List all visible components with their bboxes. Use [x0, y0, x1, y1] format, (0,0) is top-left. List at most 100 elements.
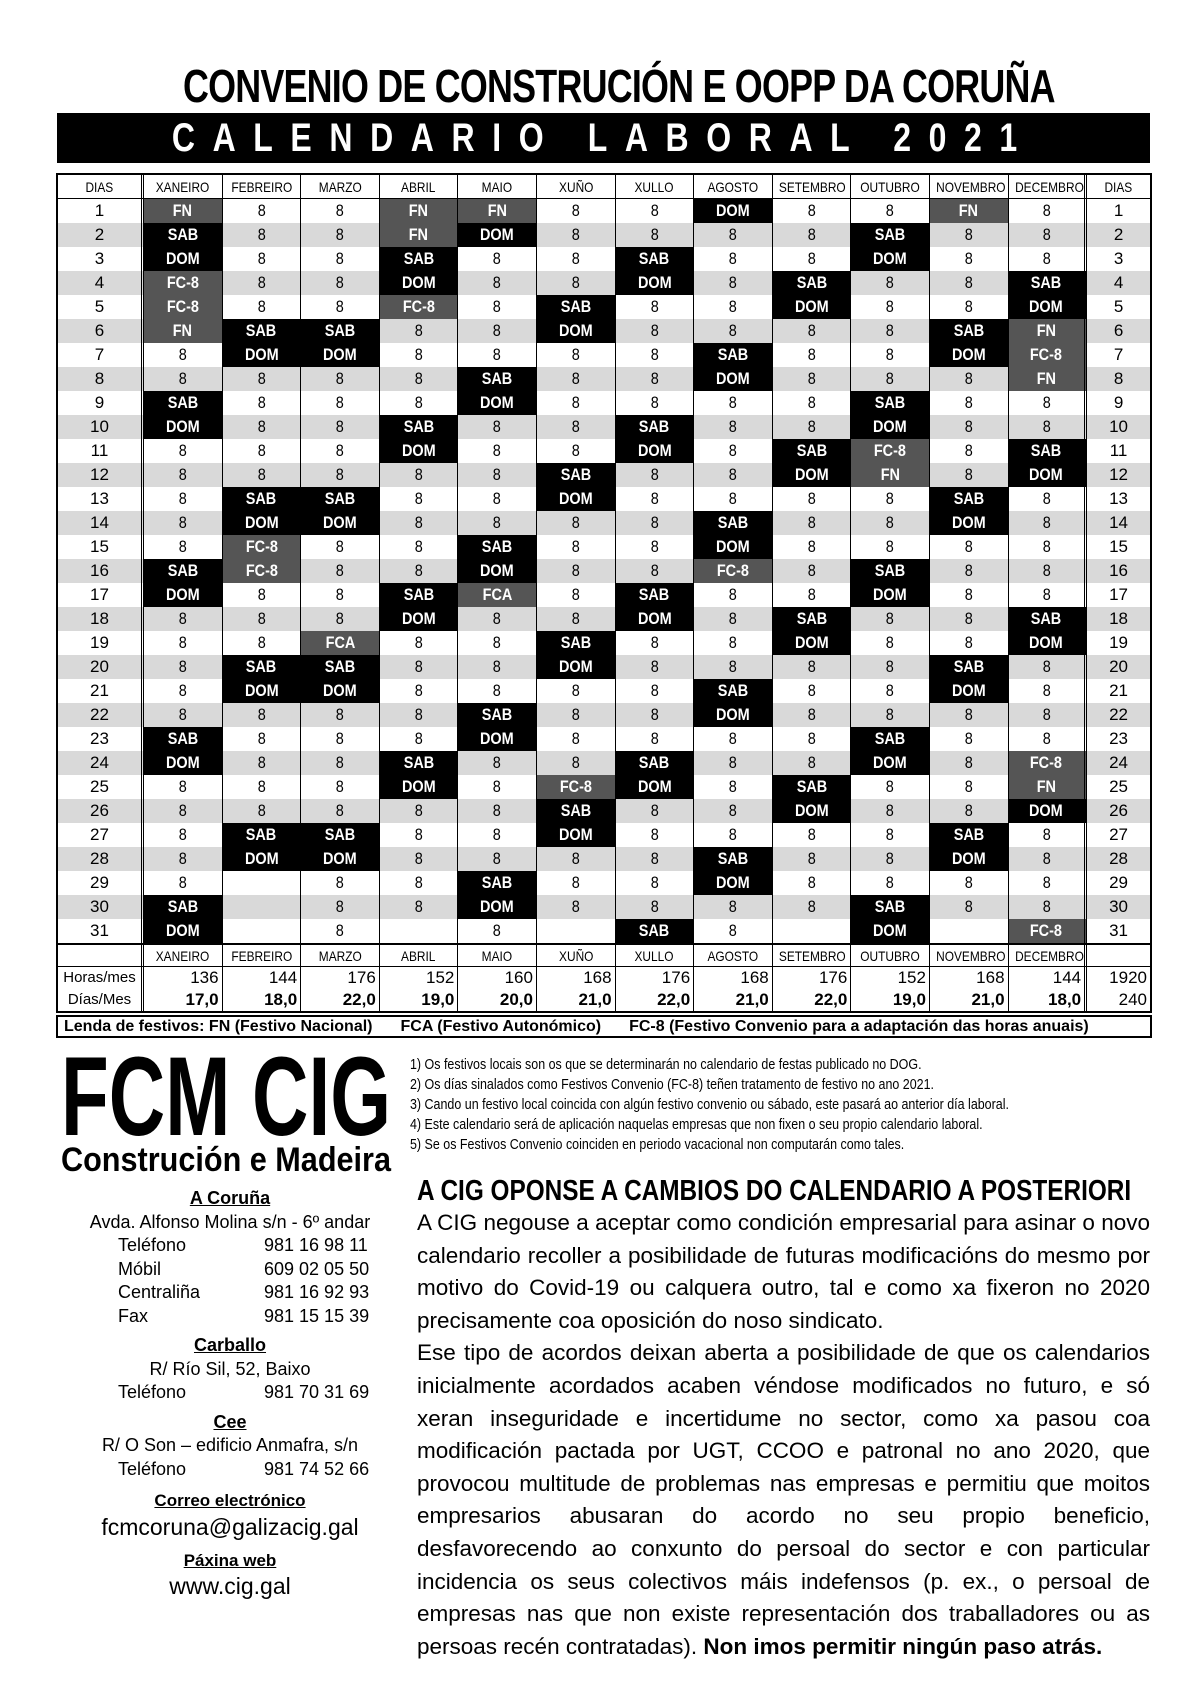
day-number-text: 11	[1109, 441, 1128, 460]
day-cell: 8	[144, 703, 223, 727]
day-cell	[380, 919, 459, 943]
day-cell: 8	[144, 823, 223, 847]
totals-value: 22,0	[301, 989, 380, 1011]
day-cell: FN	[379, 199, 459, 223]
day-cell: 8	[773, 343, 852, 367]
day-cell: DOM	[772, 463, 852, 487]
day-cell-text: DOM	[480, 393, 515, 412]
day-cell-text: DOM	[951, 681, 986, 700]
day-cell: 8	[1009, 823, 1088, 847]
day-cell: 8	[301, 799, 380, 823]
day-cell-text: 8	[178, 609, 187, 628]
day-cell: 8	[773, 559, 852, 583]
day-cell: DOM	[301, 511, 380, 535]
day-cell-text: FC-8	[874, 441, 907, 460]
banner-text: CALENDARIO LABORAL 2021	[172, 116, 1035, 160]
holiday-legend: Lenda de festivos: FN (Festivo Nacional)…	[56, 1015, 1152, 1038]
day-cell: 8	[694, 823, 773, 847]
day-cell: DOM	[694, 367, 773, 391]
day-cell: 8	[223, 439, 302, 463]
day-cell-text: 8	[650, 513, 659, 532]
day-number: 16	[58, 559, 144, 583]
day-cell: 8	[537, 679, 616, 703]
day-cell-text: DOM	[558, 825, 593, 844]
day-cell: SAB	[536, 799, 616, 823]
day-cell: SAB	[222, 823, 302, 847]
day-cell: SAB	[144, 559, 223, 583]
header-month: DECEMBRO	[1009, 175, 1088, 198]
day-cell: 8	[223, 415, 302, 439]
header-month-text: DECEMBRO	[1014, 179, 1084, 195]
day-cell: SAB	[536, 463, 616, 487]
day-cell-text: SAB	[324, 321, 356, 340]
day-cell-text: FC-8	[245, 561, 278, 580]
day-cell-text: 8	[571, 873, 580, 892]
day-cell: 8	[458, 247, 537, 271]
totals-value: 21,0	[930, 989, 1009, 1011]
day-cell: DOM	[536, 823, 616, 847]
day-cell-text: 8	[493, 801, 502, 820]
day-cell-text: 8	[964, 393, 973, 412]
day-cell: 8	[537, 247, 616, 271]
email-link[interactable]: fcmcoruna@galizacig.gal	[101, 1513, 359, 1540]
day-cell-text: 8	[571, 561, 580, 580]
header-month-text: DECEMBRO	[1014, 948, 1084, 964]
day-cell-text: DOM	[244, 345, 279, 364]
paragraph-text: Ese tipo de acordos deixan aberta a posi…	[417, 1340, 1150, 1659]
day-row: 29 8 8 8 SAB 8 8 DOM 8 8 8 8 29	[58, 871, 1150, 895]
header-month-text: NOVEMBRO	[936, 948, 1006, 964]
totals-value: 18,0	[1009, 989, 1088, 1011]
day-cell: 8	[773, 823, 852, 847]
day-cell-text: 8	[414, 873, 423, 892]
day-cell: 8	[851, 607, 930, 631]
day-number-text: 13	[1109, 489, 1129, 508]
header-month-text: XULLO	[634, 179, 674, 195]
day-number: 22	[58, 703, 144, 727]
day-cell: 8	[458, 415, 537, 439]
day-cell: 8	[773, 679, 852, 703]
day-cell-text: 8	[650, 225, 659, 244]
day-cell-text: 8	[257, 369, 266, 388]
day-cell: 8	[537, 271, 616, 295]
day-cell: 8	[537, 583, 616, 607]
day-cell-text: 8	[335, 873, 345, 892]
day-cell-text: 8	[178, 633, 187, 652]
day-cell-text: FC-8	[166, 273, 199, 292]
day-cell-text: 8	[493, 417, 502, 436]
day-number-text: 22	[90, 705, 109, 724]
day-cell: 8	[537, 559, 616, 583]
day-row: 5 FC-8 8 8 FC-8 8 SAB 8 8 DOM 8 8 DOM 5	[58, 295, 1150, 319]
day-cell-text: DOM	[794, 297, 829, 316]
day-number-text: 21	[1109, 681, 1129, 700]
day-cell: SAB	[301, 823, 380, 847]
day-cell-text: 8	[650, 201, 659, 220]
day-cell-text: SAB	[560, 801, 592, 820]
day-cell: 8	[144, 799, 223, 823]
day-cell-text: 8	[178, 825, 187, 844]
day-number: 13	[58, 487, 144, 511]
day-cell-text: 8	[728, 657, 737, 676]
day-cell-text: 8	[650, 633, 659, 652]
day-cell-text: 8	[257, 729, 266, 748]
day-cell-text: FN	[173, 201, 193, 220]
day-cell-text: SAB	[246, 657, 277, 676]
day-row: 4 FC-8 8 8 DOM 8 8 DOM 8 SAB 8 8 SAB 4	[58, 271, 1150, 295]
day-cell: 8	[144, 775, 223, 799]
totals-value: 168	[537, 967, 616, 989]
day-cell-text: 8	[964, 777, 973, 796]
day-cell: 8	[694, 271, 773, 295]
day-cell: 8	[930, 247, 1009, 271]
day-cell: 8	[223, 367, 302, 391]
day-number-text: 9	[1113, 393, 1124, 412]
day-cell: 8	[223, 607, 302, 631]
contact-line: Teléfono 981 16 98 11	[60, 1234, 400, 1258]
day-cell: FN	[144, 319, 223, 343]
day-cell-text: 8	[493, 321, 502, 340]
day-cell-text: DOM	[244, 513, 279, 532]
web-link[interactable]: www.cig.gal	[169, 1573, 291, 1599]
day-number-text: 31	[1109, 921, 1129, 940]
day-cell: 8	[458, 847, 537, 871]
header-month: XULLO	[616, 945, 695, 966]
day-cell-text: DOM	[558, 321, 593, 340]
day-cell: FN	[1008, 775, 1088, 799]
